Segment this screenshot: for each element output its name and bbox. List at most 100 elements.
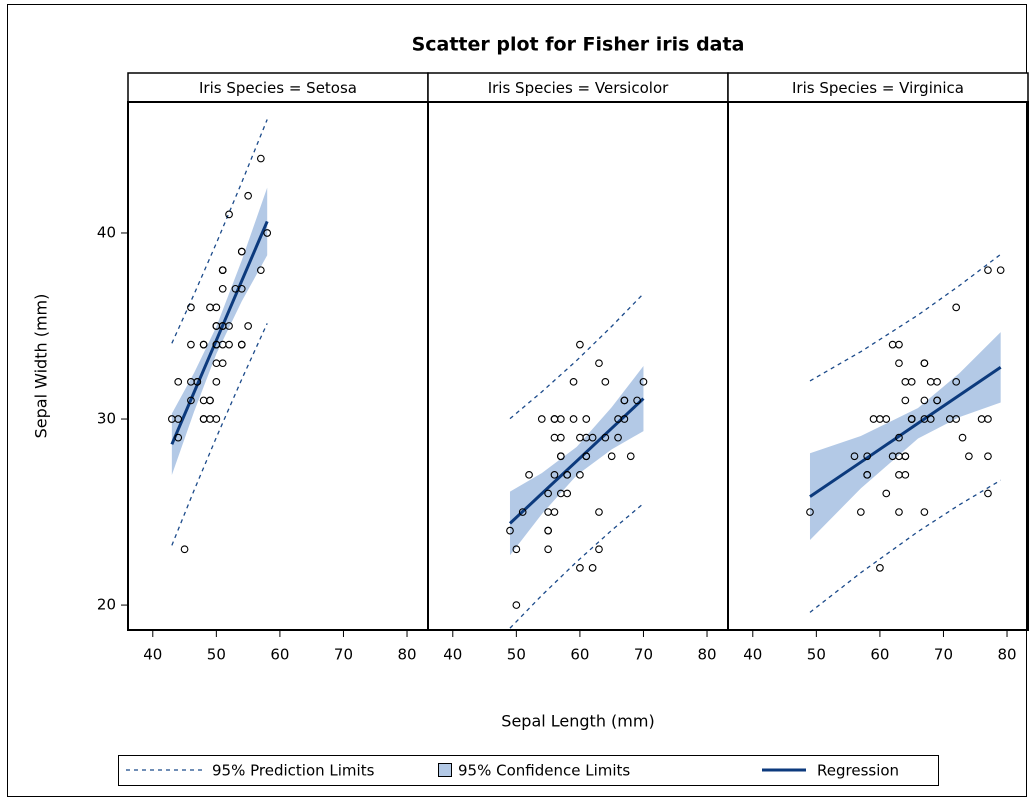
regression-line — [508, 397, 645, 525]
data-point — [626, 452, 635, 461]
data-point — [563, 470, 572, 479]
data-point — [187, 396, 195, 405]
data-point — [601, 433, 610, 442]
data-point — [984, 266, 992, 275]
outer-border — [7, 4, 1027, 797]
data-point — [174, 377, 183, 386]
data-point — [556, 415, 565, 423]
data-point — [576, 340, 584, 349]
data-point — [614, 433, 622, 442]
data-point — [920, 359, 929, 368]
data-point — [212, 377, 221, 386]
prediction-limit — [509, 502, 644, 629]
data-point — [806, 508, 814, 516]
data-point — [544, 545, 552, 554]
data-point — [569, 377, 578, 386]
data-point — [876, 415, 884, 423]
x-tick-label: 60 — [870, 646, 889, 664]
panel-frame — [427, 101, 729, 631]
prediction-limit — [509, 293, 644, 420]
data-point — [933, 396, 941, 405]
data-point — [888, 340, 897, 349]
y-tick-label: 30 — [97, 410, 116, 428]
data-point — [180, 545, 189, 554]
data-point — [901, 396, 910, 405]
data-point — [544, 489, 552, 498]
data-point — [907, 415, 916, 423]
data-point — [576, 470, 584, 479]
data-point — [977, 415, 986, 423]
data-point — [218, 284, 227, 293]
panel-title: Iris Species = Versicolor — [488, 79, 669, 97]
data-point — [850, 452, 859, 461]
prediction-limit — [171, 323, 268, 546]
prediction-limit — [171, 119, 268, 344]
x-tick-label: 40 — [743, 646, 762, 664]
data-point — [212, 415, 221, 423]
data-point — [187, 377, 195, 386]
data-point — [984, 415, 992, 423]
data-point — [187, 340, 195, 349]
x-axis-label: Sepal Length (mm) — [501, 712, 654, 731]
confidence-band — [809, 332, 1001, 540]
data-point — [901, 452, 910, 461]
data-point — [933, 377, 941, 386]
data-point — [537, 415, 546, 423]
regression-line — [809, 366, 1002, 498]
data-point — [256, 266, 265, 275]
data-point — [569, 415, 578, 423]
y-tick-label: 40 — [97, 223, 116, 241]
x-tick-label: 70 — [634, 646, 653, 664]
data-point — [556, 433, 565, 442]
data-point — [952, 415, 961, 423]
data-point — [595, 545, 603, 554]
data-point — [582, 452, 591, 461]
data-point — [876, 564, 884, 572]
data-point — [582, 415, 591, 423]
data-point — [882, 489, 891, 498]
data-point — [869, 415, 878, 423]
panel-frame — [727, 101, 1029, 631]
x-tick-label: 80 — [397, 646, 416, 664]
data-point — [996, 266, 1005, 275]
panel-header — [727, 72, 1029, 103]
data-point — [595, 508, 603, 516]
panel-title: Iris Species = Setosa — [199, 79, 357, 97]
data-point — [863, 452, 872, 461]
data-point — [895, 433, 903, 442]
x-tick-label: 50 — [507, 646, 526, 664]
x-tick-label: 60 — [270, 646, 289, 664]
data-point — [263, 229, 272, 237]
data-point — [512, 545, 521, 554]
data-point — [206, 415, 214, 423]
data-point — [984, 452, 992, 461]
data-point — [926, 377, 935, 386]
data-point — [244, 322, 252, 330]
data-point — [518, 508, 527, 516]
data-point — [550, 470, 559, 479]
x-tick-label: 50 — [807, 646, 826, 664]
x-tick-label: 40 — [443, 646, 462, 664]
data-point — [920, 415, 929, 423]
data-point — [212, 322, 221, 330]
data-point — [907, 377, 916, 386]
data-point — [237, 340, 246, 349]
x-tick-label: 80 — [697, 646, 716, 664]
prediction-limit — [809, 253, 1002, 382]
data-point — [965, 452, 973, 461]
x-tick-label: 70 — [334, 646, 353, 664]
data-point — [576, 564, 584, 572]
legend-confidence-swatch — [438, 763, 452, 777]
data-point — [231, 284, 240, 293]
legend-label: 95% Prediction Limits — [212, 762, 375, 780]
legend-label: Regression — [817, 762, 899, 780]
data-point — [952, 377, 961, 386]
data-point — [218, 340, 227, 349]
data-point — [620, 396, 629, 405]
data-point — [550, 415, 559, 423]
data-point — [563, 489, 572, 498]
data-point — [901, 377, 910, 386]
data-point — [882, 415, 891, 423]
data-point — [544, 526, 552, 535]
data-point — [920, 508, 929, 516]
